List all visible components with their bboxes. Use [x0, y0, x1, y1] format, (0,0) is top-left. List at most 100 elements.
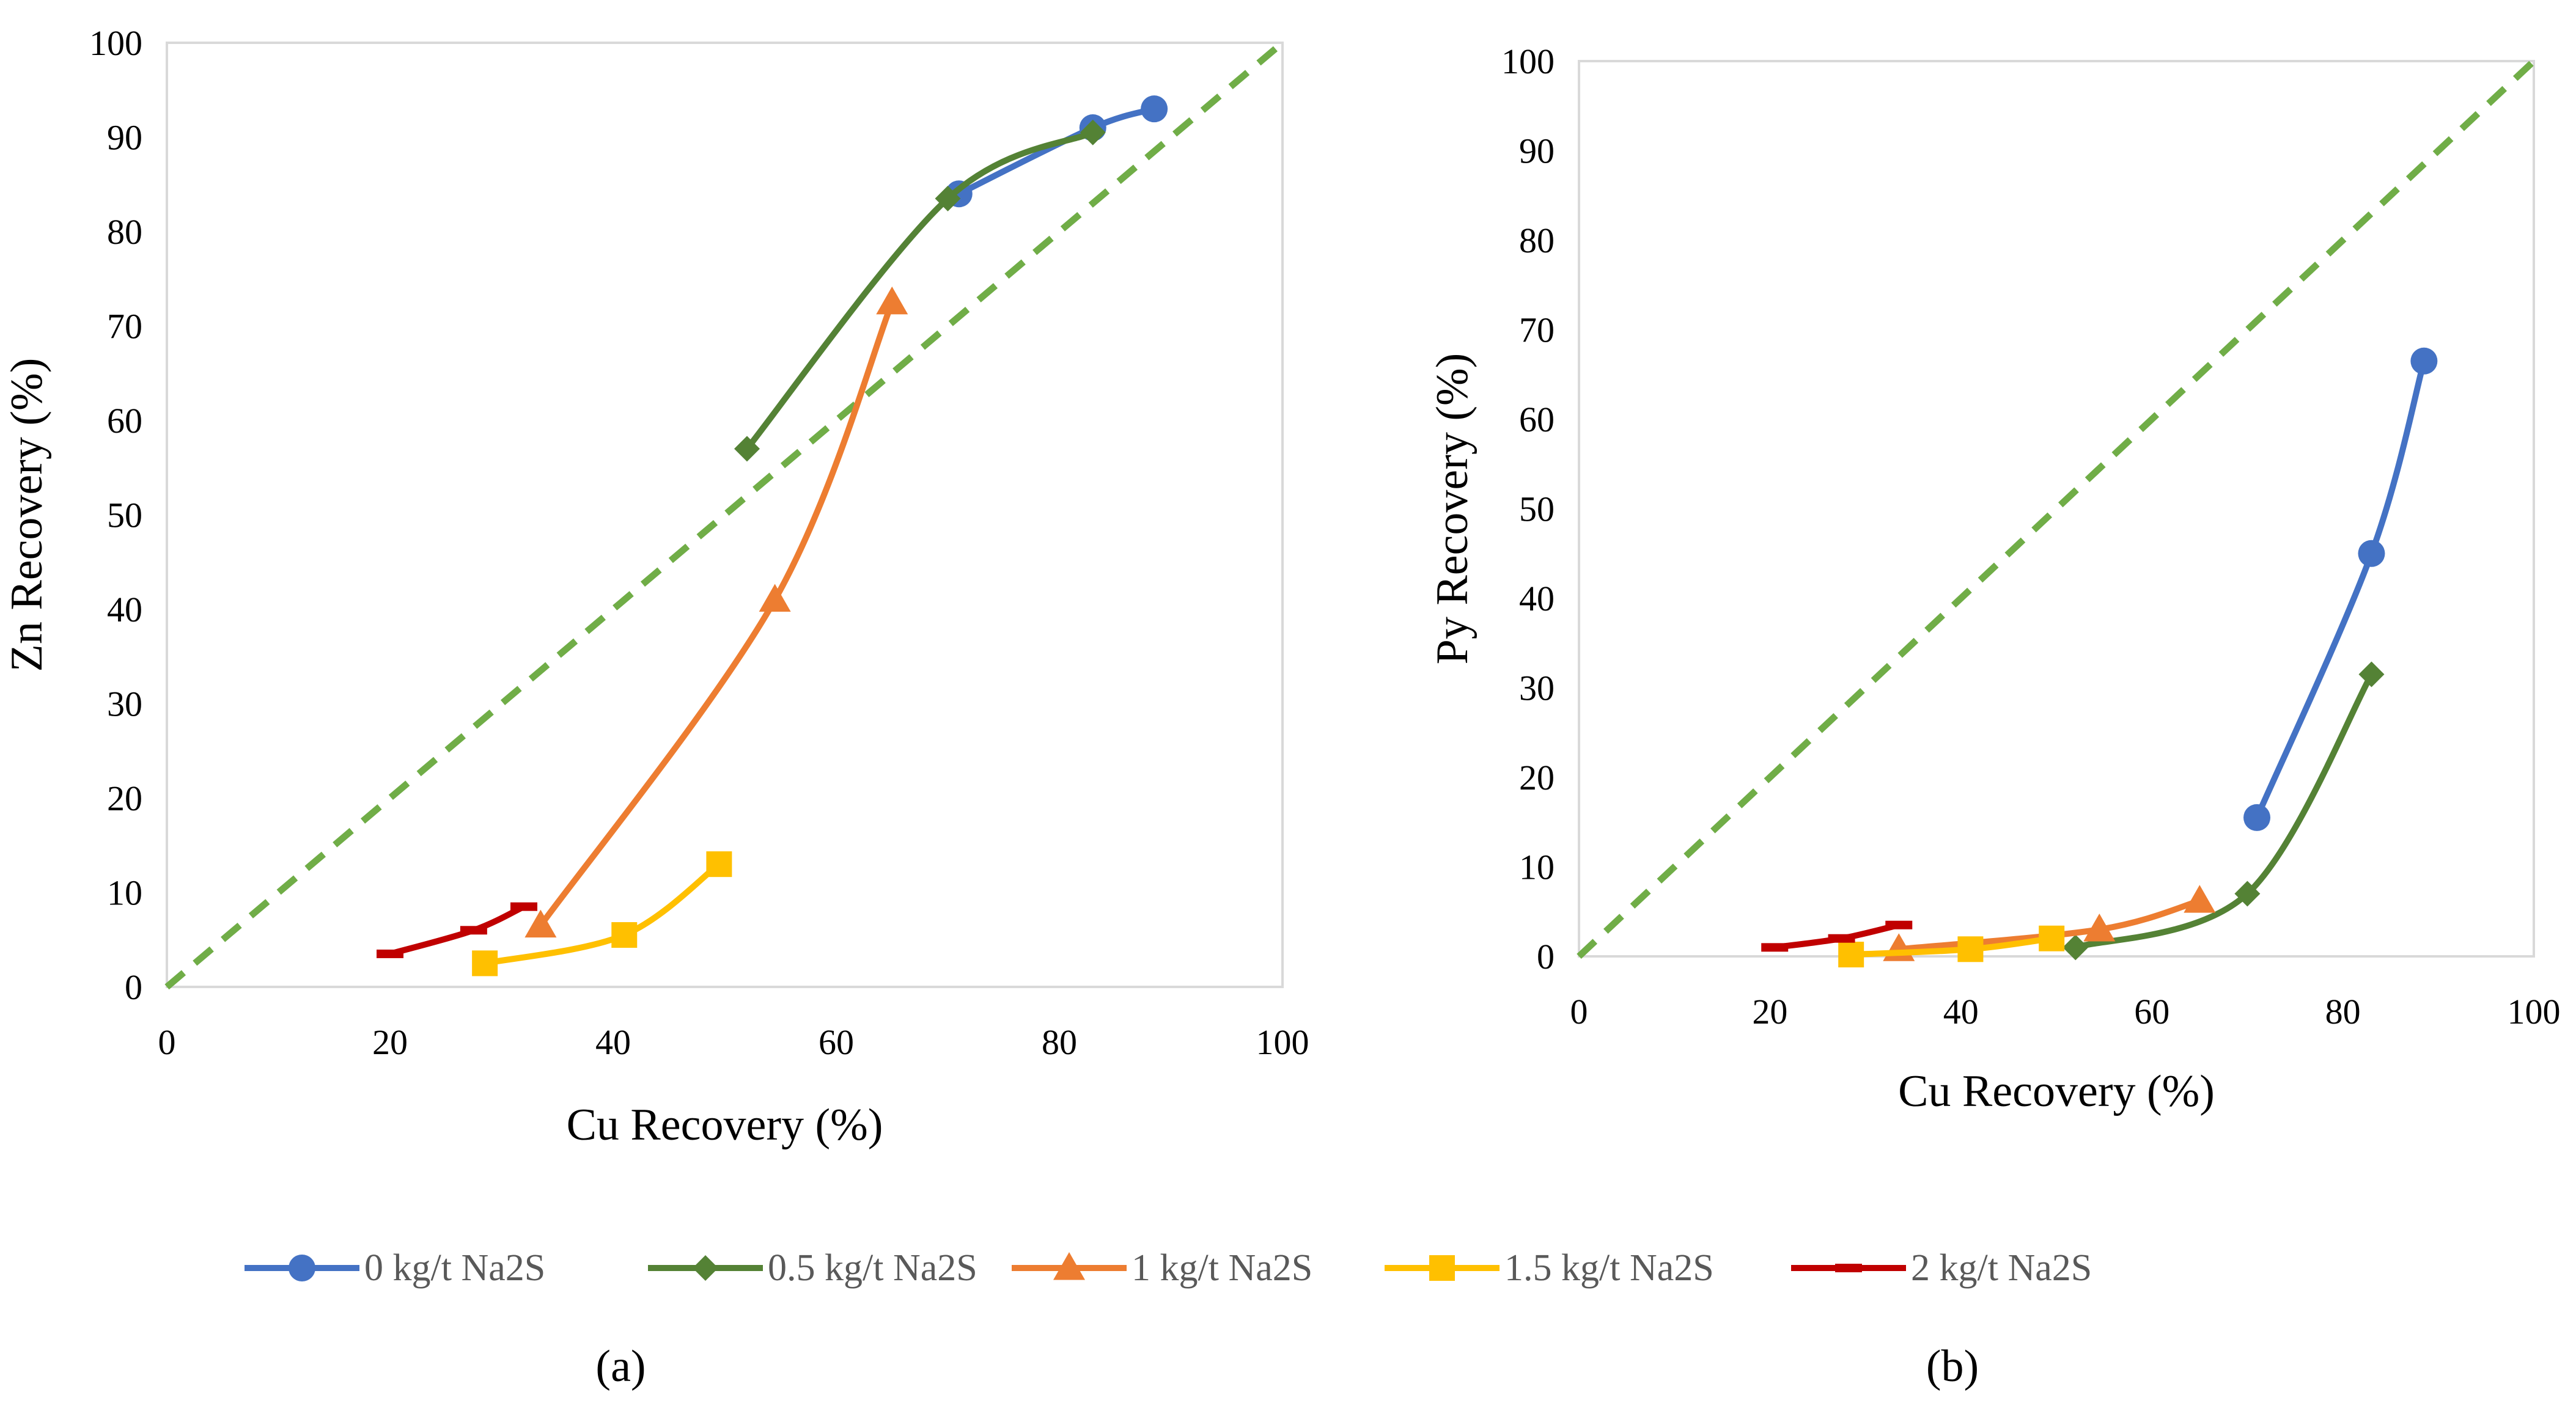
panel-caption: (b) — [1926, 1341, 1979, 1391]
series-line — [2072, 671, 2375, 951]
legend-item: 0 kg/t Na2S — [245, 1247, 545, 1289]
y-tick-label: 0 — [125, 967, 142, 1007]
legend: 0 kg/t Na2S 0.5 kg/t Na2S 1 kg/t Na2S 1.5 k… — [245, 1247, 2092, 1289]
chart-panel-a: 0 10 20 30 40 50 60 70 80 90 100 0 20 40 60 80 100 Cu Rec… — [2, 23, 1309, 1391]
y-tick-label: 50 — [1519, 489, 1555, 529]
legend-swatch-marker — [1053, 1252, 1085, 1280]
y-tick-label: 10 — [107, 873, 142, 913]
y-tick-label: 40 — [1519, 579, 1555, 618]
y-tick-label: 30 — [1519, 669, 1555, 708]
series-line — [955, 106, 1158, 197]
x-tick-label: 60 — [819, 1022, 854, 1062]
plot-area — [166, 42, 1284, 988]
data-point — [2184, 885, 2216, 913]
data-point — [2234, 881, 2261, 907]
x-tick-label: 20 — [372, 1022, 408, 1062]
data-point — [460, 926, 487, 935]
data-point — [2358, 661, 2385, 687]
legend-label: 2 kg/t Na2S — [1911, 1247, 2092, 1289]
x-tick-label: 0 — [158, 1022, 176, 1062]
y-tick-label: 40 — [107, 590, 142, 629]
series-1 — [2063, 661, 2385, 961]
data-point — [2083, 914, 2116, 942]
legend-item: 1 kg/t Na2S — [1012, 1247, 1312, 1289]
x-tick-label: 100 — [1256, 1022, 1309, 1062]
data-point — [1828, 934, 1855, 943]
y-tick-label: 80 — [107, 212, 142, 252]
x-tick-label: 80 — [2325, 992, 2361, 1032]
y-tick-label: 0 — [1537, 937, 1555, 977]
y-axis-title: Py Recovery (%) — [1427, 353, 1478, 665]
series-3 — [1838, 925, 2065, 968]
data-point — [935, 185, 961, 211]
legend-label: 1 kg/t Na2S — [1132, 1247, 1312, 1289]
data-point — [510, 902, 537, 911]
data-point — [377, 949, 403, 958]
legend-swatch-marker — [1835, 1264, 1862, 1272]
data-point — [1838, 942, 1864, 968]
data-point — [1080, 119, 1106, 145]
series-2 — [1883, 885, 2216, 961]
y-tick-label: 70 — [107, 307, 142, 346]
series-line — [744, 129, 1096, 452]
data-point — [876, 286, 908, 315]
data-point — [1141, 95, 1168, 123]
x-axis-title: Cu Recovery (%) — [1898, 1066, 2215, 1116]
x-tick-label: 40 — [595, 1022, 631, 1062]
series-2 — [524, 286, 908, 938]
y-tick-label: 60 — [1519, 400, 1555, 439]
y-tick-label: 100 — [1501, 42, 1555, 81]
y-tick-label: 20 — [107, 779, 142, 818]
x-tick-label: 60 — [2134, 992, 2169, 1032]
series-line — [387, 903, 527, 957]
series-line — [2254, 357, 2427, 821]
data-point — [2039, 925, 2065, 951]
panel-caption: (a) — [595, 1341, 646, 1391]
y-tick-label: 30 — [107, 684, 142, 724]
data-point — [2358, 540, 2385, 567]
y-tick-label: 90 — [1519, 131, 1555, 171]
legend-swatch-marker — [693, 1255, 718, 1281]
series-4 — [1761, 920, 1913, 952]
reference-line — [1577, 58, 2536, 959]
x-tick-label: 80 — [1042, 1022, 1077, 1062]
data-point — [611, 922, 638, 948]
y-tick-label: 80 — [1519, 221, 1555, 260]
legend-label: 0.5 kg/t Na2S — [768, 1247, 977, 1289]
legend-swatch-marker — [289, 1255, 315, 1281]
data-point — [706, 851, 732, 878]
y-tick-label: 20 — [1519, 758, 1555, 797]
y-axis-title: Zn Recovery (%) — [2, 358, 52, 672]
data-point — [1885, 920, 1913, 929]
series-3 — [472, 851, 732, 977]
plot-area — [1578, 60, 2535, 958]
data-point — [1957, 936, 1984, 962]
x-tick-label: 40 — [1943, 992, 1979, 1032]
series-0 — [2243, 347, 2438, 831]
data-point — [734, 436, 760, 462]
y-tick-label: 10 — [1519, 848, 1555, 887]
y-tick-label: 50 — [107, 496, 142, 535]
data-point — [2243, 804, 2271, 831]
data-point — [524, 909, 557, 938]
data-point — [1761, 943, 1789, 952]
y-tick-label: 70 — [1519, 310, 1555, 350]
data-point — [472, 950, 498, 977]
y-tick-label: 60 — [107, 401, 142, 441]
chart-panel-b: 0 10 20 30 40 50 60 70 80 90 100 0 20 40 60 80 100 Cu Rec… — [1427, 42, 2561, 1391]
legend-item: 2 kg/t Na2S — [1791, 1247, 2092, 1289]
legend-item: 1.5 kg/t Na2S — [1385, 1247, 1714, 1289]
y-tick-label: 90 — [107, 118, 142, 158]
x-tick-label: 100 — [2508, 992, 2561, 1032]
series-1 — [734, 119, 1106, 462]
legend-item: 0.5 kg/t Na2S — [648, 1247, 977, 1289]
y-tick-label: 100 — [89, 23, 142, 63]
series-line — [482, 861, 723, 967]
data-point — [2063, 934, 2089, 961]
x-tick-label: 0 — [1570, 992, 1588, 1032]
legend-label: 0 kg/t Na2S — [364, 1247, 545, 1289]
legend-swatch-marker — [1429, 1255, 1455, 1281]
data-point — [759, 584, 791, 612]
